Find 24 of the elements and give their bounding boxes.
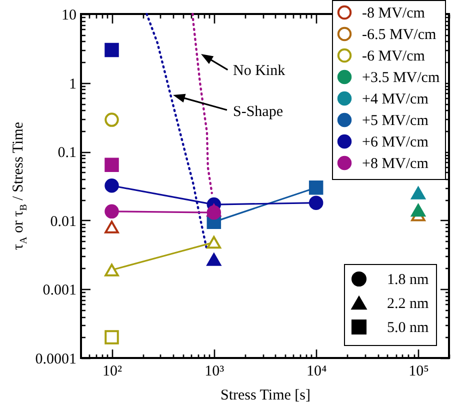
annotation: No Kink xyxy=(233,63,286,79)
legend-label: 5.0 nm xyxy=(387,320,429,336)
legend-label: -6.5 MV/cm xyxy=(362,27,436,43)
y-tick-label: 1 xyxy=(69,76,76,92)
legend-label: -6 MV/cm xyxy=(362,48,426,64)
y-tick-label: 10 xyxy=(62,8,76,24)
legend-label: +4 MV/cm xyxy=(362,92,429,108)
legend-label: -8 MV/cm xyxy=(362,6,426,22)
x-axis-title: Stress Time [s] xyxy=(220,388,311,404)
y-tick-label: 0.01 xyxy=(50,214,76,230)
annotation: S-Shape xyxy=(233,104,284,120)
y-tick-label: 0.1 xyxy=(58,145,76,162)
legend-label: 1.8 nm xyxy=(387,272,429,288)
x-tick-label: 10⁵ xyxy=(408,364,429,380)
y-tick-label: 0.0001 xyxy=(35,352,76,368)
x-tick-label: 10³ xyxy=(204,364,225,380)
x-tick-label: 10² xyxy=(102,364,123,380)
legend-label: +6 MV/cm xyxy=(362,134,429,150)
x-tick-label: 10⁴ xyxy=(306,364,327,380)
legend-label: 2.2 nm xyxy=(387,296,429,312)
legend-label: +8 MV/cm xyxy=(362,156,429,172)
legend-label: +3.5 MV/cm xyxy=(362,70,440,86)
y-tick-label: 0.001 xyxy=(42,282,76,299)
legend-label: +5 MV/cm xyxy=(362,113,429,129)
